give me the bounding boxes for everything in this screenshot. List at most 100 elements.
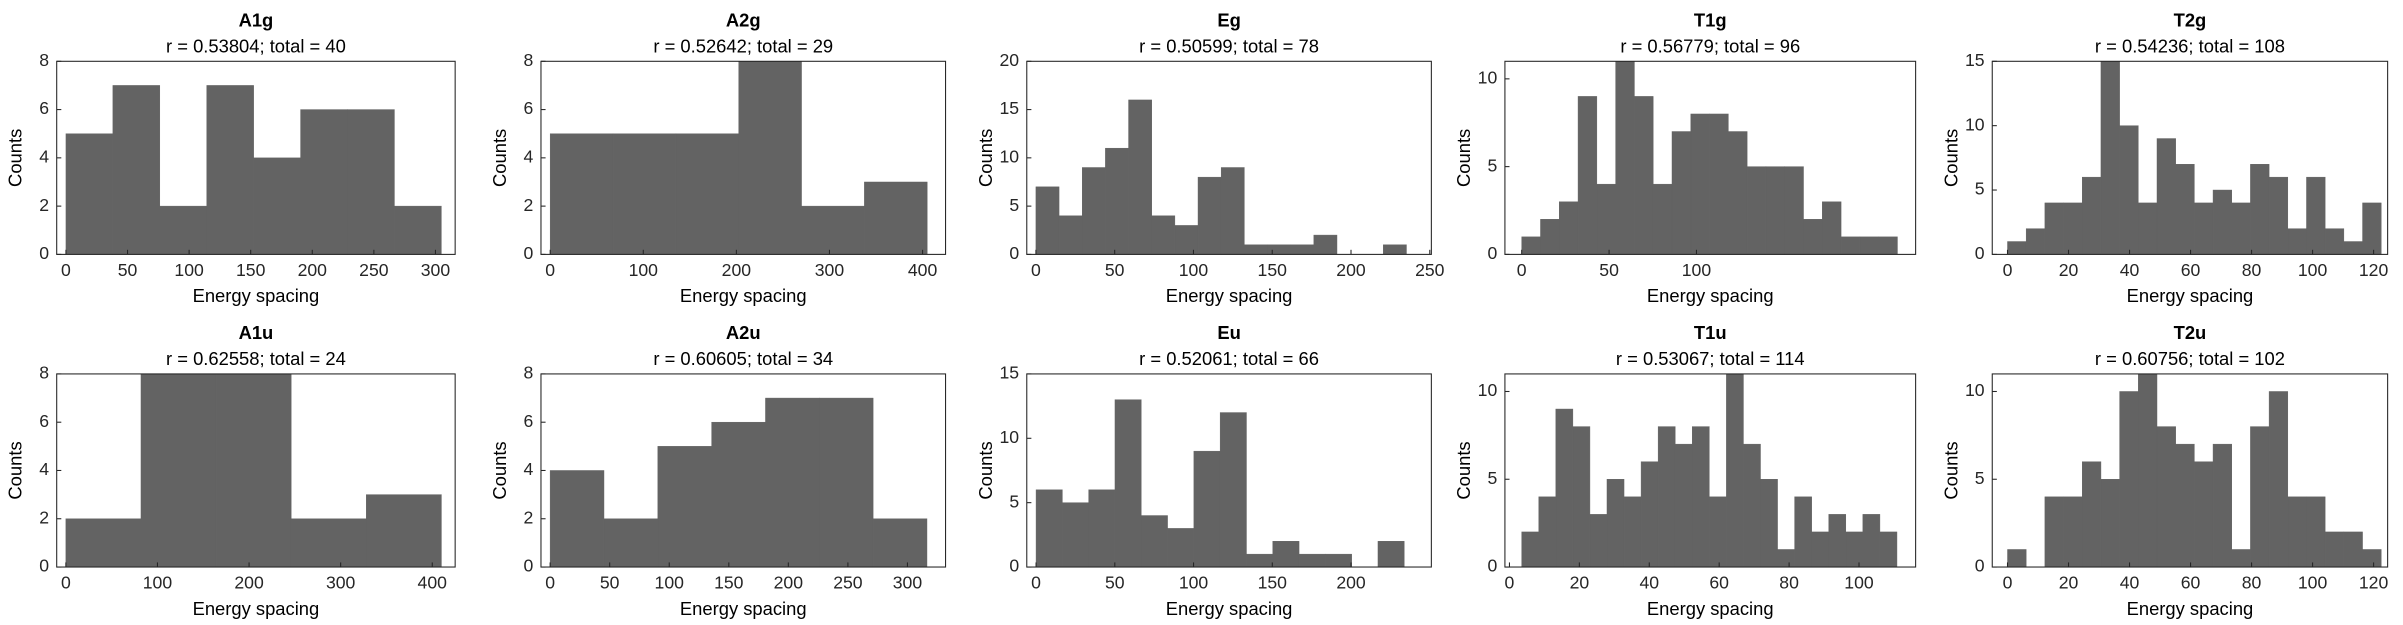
y-axis-label: Counts <box>489 441 510 499</box>
bar <box>1267 244 1291 255</box>
x-tick-label: 80 <box>1779 573 1799 593</box>
bar <box>1840 236 1861 255</box>
x-tick-label: 150 <box>1258 573 1288 593</box>
bar <box>2063 496 2083 568</box>
x-tick-label: 120 <box>2359 260 2389 280</box>
x-tick-label: 0 <box>61 573 71 593</box>
bar <box>1777 549 1795 568</box>
x-tick-label: 40 <box>2120 260 2140 280</box>
y-tick-label: 5 <box>1487 155 1497 175</box>
x-tick-label: 0 <box>2003 260 2013 280</box>
bar <box>765 397 820 568</box>
x-tick-label: 0 <box>545 573 555 593</box>
bar <box>612 133 677 255</box>
bar <box>1811 531 1829 568</box>
bar <box>1246 553 1273 568</box>
bar <box>1298 553 1326 568</box>
subplot: 0 100 200 300 400 0 2 4 6 8 A2g r = 0.52642; total … <box>489 9 947 306</box>
bar <box>1244 244 1268 255</box>
bar <box>1878 236 1898 255</box>
bar <box>112 85 161 255</box>
x-axis-label: Energy spacing <box>680 598 807 619</box>
bar <box>2007 241 2027 255</box>
bar <box>1657 426 1676 568</box>
bar <box>1105 147 1129 255</box>
y-tick-label: 6 <box>39 411 49 431</box>
bar <box>1634 96 1654 255</box>
y-tick-label: 0 <box>1975 243 1985 263</box>
bar <box>2212 443 2232 568</box>
subplot-title: A1g <box>239 9 274 30</box>
bar <box>347 109 395 255</box>
subplot: 0 20 40 60 80 100 120 0 5 10 T2u r = 0.60756; total… <box>1940 322 2388 619</box>
x-tick-label: 50 <box>1105 573 1125 593</box>
bar <box>1540 219 1560 255</box>
bar <box>2343 531 2363 568</box>
bar <box>872 518 928 568</box>
bar <box>1128 99 1152 255</box>
subplot-title: A1u <box>239 322 274 343</box>
bar <box>2343 241 2363 255</box>
bar <box>1709 496 1727 568</box>
bar <box>1219 412 1247 568</box>
y-tick-label: 15 <box>1000 98 1020 118</box>
y-tick-label: 20 <box>1000 50 1020 70</box>
bar <box>366 494 442 568</box>
subplot: 0 50 100 150 200 250 300 0 2 4 6 8 A2u r = 0.60605; t… <box>489 322 947 619</box>
y-tick-label: 4 <box>39 147 49 167</box>
x-tick-label: 0 <box>1031 573 1041 593</box>
y-tick-label: 5 <box>1487 468 1497 488</box>
subplot-subtitle: r = 0.52061; total = 66 <box>1139 348 1319 369</box>
y-tick-label: 2 <box>39 195 49 215</box>
bar <box>1290 244 1315 255</box>
bar <box>2306 496 2326 568</box>
bar <box>290 518 367 568</box>
x-tick-label: 0 <box>1505 573 1515 593</box>
x-tick-label: 200 <box>1336 573 1366 593</box>
subplot: 0 50 100 0 5 10 T1g r = 0.56779; total = 96 Ener… <box>1453 9 1917 306</box>
y-tick-label: 0 <box>39 556 49 576</box>
bar <box>1615 61 1635 255</box>
axes-box <box>1991 373 2389 568</box>
y-tick-label: 5 <box>1009 491 1019 511</box>
y-tick-label: 6 <box>524 98 534 118</box>
y-tick-label: 8 <box>39 50 49 70</box>
bar <box>2324 531 2345 568</box>
axes-box <box>1504 373 1917 568</box>
y-tick-label: 10 <box>1478 68 1498 88</box>
y-tick-label: 10 <box>1478 380 1498 400</box>
y-tick-label: 0 <box>39 243 49 263</box>
x-tick-label: 80 <box>2242 573 2262 593</box>
axes-box <box>1026 373 1432 568</box>
bar <box>1521 236 1541 255</box>
y-tick-label: 0 <box>1487 243 1497 263</box>
bar <box>711 421 766 568</box>
bar <box>2138 373 2158 568</box>
y-tick-label: 0 <box>1009 556 1019 576</box>
bar <box>1088 489 1116 568</box>
bar <box>1538 496 1557 568</box>
x-tick-label: 20 <box>1570 573 1590 593</box>
y-tick-label: 0 <box>524 556 534 576</box>
bar <box>2119 391 2139 568</box>
bar <box>1062 502 1089 568</box>
y-tick-label: 4 <box>39 459 49 479</box>
bar <box>1765 166 1785 255</box>
y-tick-label: 6 <box>39 98 49 118</box>
bar <box>65 133 114 255</box>
x-tick-label: 100 <box>2298 260 2328 280</box>
bar <box>253 157 301 255</box>
bar <box>2324 228 2345 255</box>
bar <box>2212 189 2232 255</box>
subplot-title: Eu <box>1217 322 1240 343</box>
bar <box>2025 228 2046 255</box>
bar <box>1640 461 1659 568</box>
bar <box>2082 176 2102 255</box>
x-tick-label: 200 <box>298 260 328 280</box>
bar <box>159 205 207 255</box>
axes-box <box>1991 60 2389 255</box>
bar <box>1193 450 1221 568</box>
y-axis-label: Counts <box>975 129 996 187</box>
subplot-subtitle: r = 0.60756; total = 102 <box>2095 348 2285 369</box>
